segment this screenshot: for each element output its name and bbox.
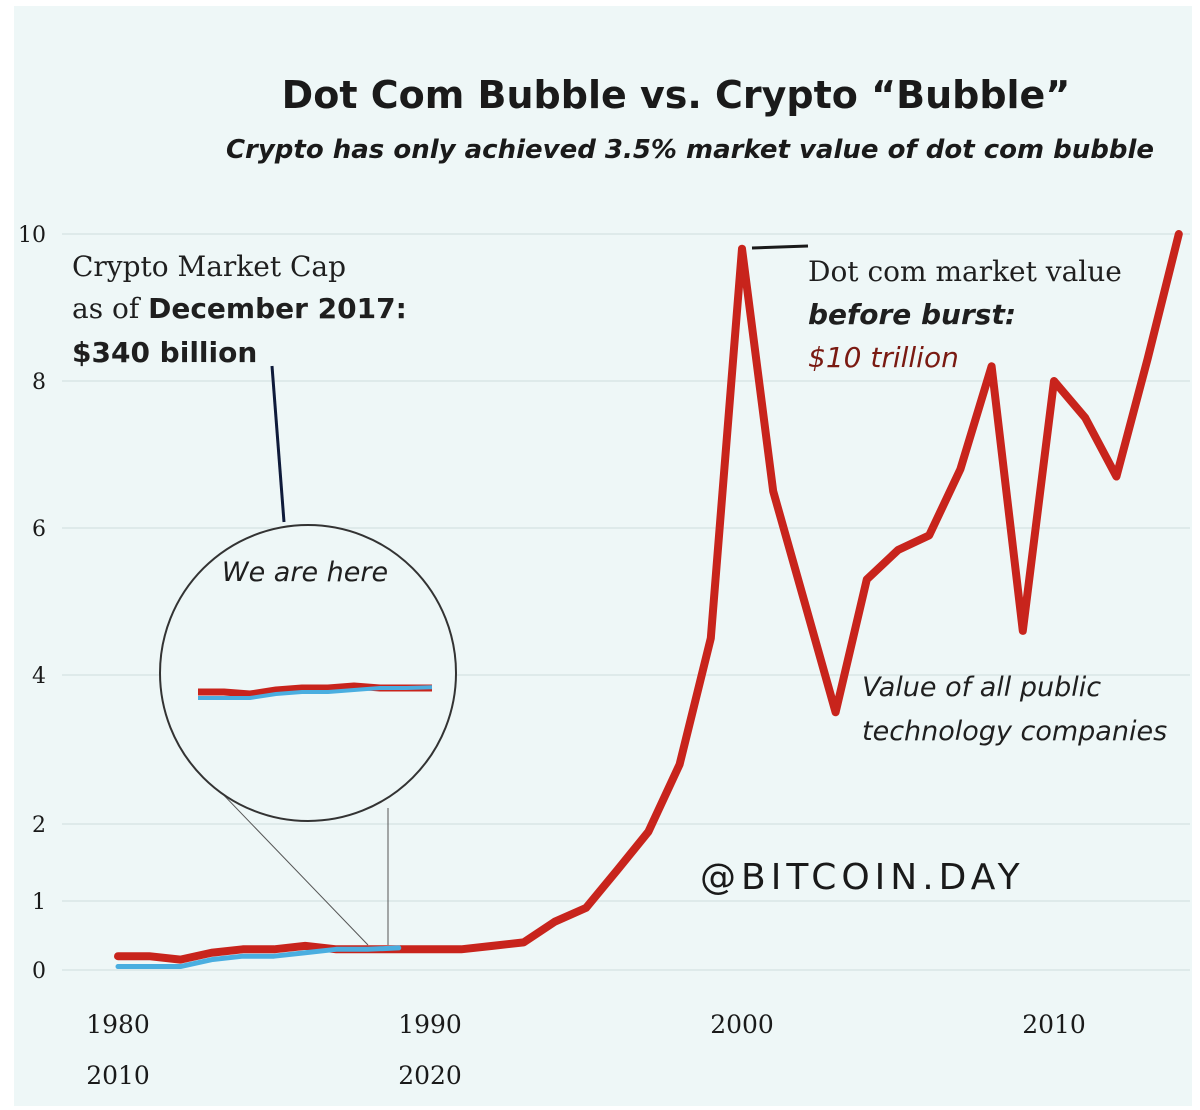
zoom-circle xyxy=(159,524,457,822)
dotcom-annotation-line2: before burst: xyxy=(808,298,1016,331)
y-tick-label: 0 xyxy=(32,959,46,984)
x-tick-label: 2000 xyxy=(710,1010,774,1039)
crypto-annotation-date: December 2017: xyxy=(148,292,407,325)
crypto-annotation-value: $340 billion xyxy=(72,336,257,369)
series-lines xyxy=(114,230,1183,970)
tech-annotation-line1: Value of all public xyxy=(862,672,1101,703)
chart-title: Dot Com Bubble vs. Crypto “Bubble” xyxy=(282,73,1071,117)
dotcom-annotation: Dot com market value before burst: $10 t… xyxy=(751,244,1122,374)
tech-annotation-line2: technology companies xyxy=(862,716,1167,747)
zoom-label: We are here xyxy=(222,557,388,588)
y-tick-label: 2 xyxy=(32,813,46,838)
crypto-annotation: Crypto Market Cap as of December 2017: $… xyxy=(72,250,407,523)
dotcom-annotation-line1: Dot com market value xyxy=(808,255,1122,288)
zoom-callout: We are here xyxy=(159,524,457,946)
y-tick-label: 8 xyxy=(32,370,46,395)
zoom-series-line-1 xyxy=(198,685,433,700)
x-tick-label-secondary: 2010 xyxy=(86,1061,150,1090)
zoom-series xyxy=(198,682,433,700)
tech-annotation: Value of all public technology companies xyxy=(862,672,1167,747)
watermark: @BITCOIN.DAY xyxy=(700,857,1025,898)
x-tick-label: 1980 xyxy=(86,1010,150,1039)
y-tick-label: 1 xyxy=(32,890,46,915)
chart-subtitle: Crypto has only achieved 3.5% market val… xyxy=(226,135,1154,165)
y-tick-label: 10 xyxy=(18,223,46,248)
chart-background xyxy=(14,6,1192,1106)
crypto-pointer-line xyxy=(270,365,286,523)
crypto-annotation-prefix: as of xyxy=(72,292,148,325)
y-tick-label: 4 xyxy=(32,664,46,689)
x-tick-label: 2010 xyxy=(1022,1010,1086,1039)
dotcom-pointer-line xyxy=(751,244,809,250)
y-tick-label: 6 xyxy=(32,517,46,542)
x-tick-label-secondary: 2020 xyxy=(398,1061,462,1090)
x-axis-ticks: 1980 1990 2000 2010 2010 2020 xyxy=(86,1010,1086,1090)
y-axis-ticks: 0 1 2 4 6 8 10 xyxy=(18,223,46,984)
crypto-annotation-line1: Crypto Market Cap xyxy=(72,250,346,283)
series-line-1 xyxy=(115,945,402,970)
crypto-annotation-line2: as of December 2017: xyxy=(72,292,407,325)
dotcom-annotation-value: $10 trillion xyxy=(808,341,959,374)
x-tick-label: 1990 xyxy=(398,1010,462,1039)
